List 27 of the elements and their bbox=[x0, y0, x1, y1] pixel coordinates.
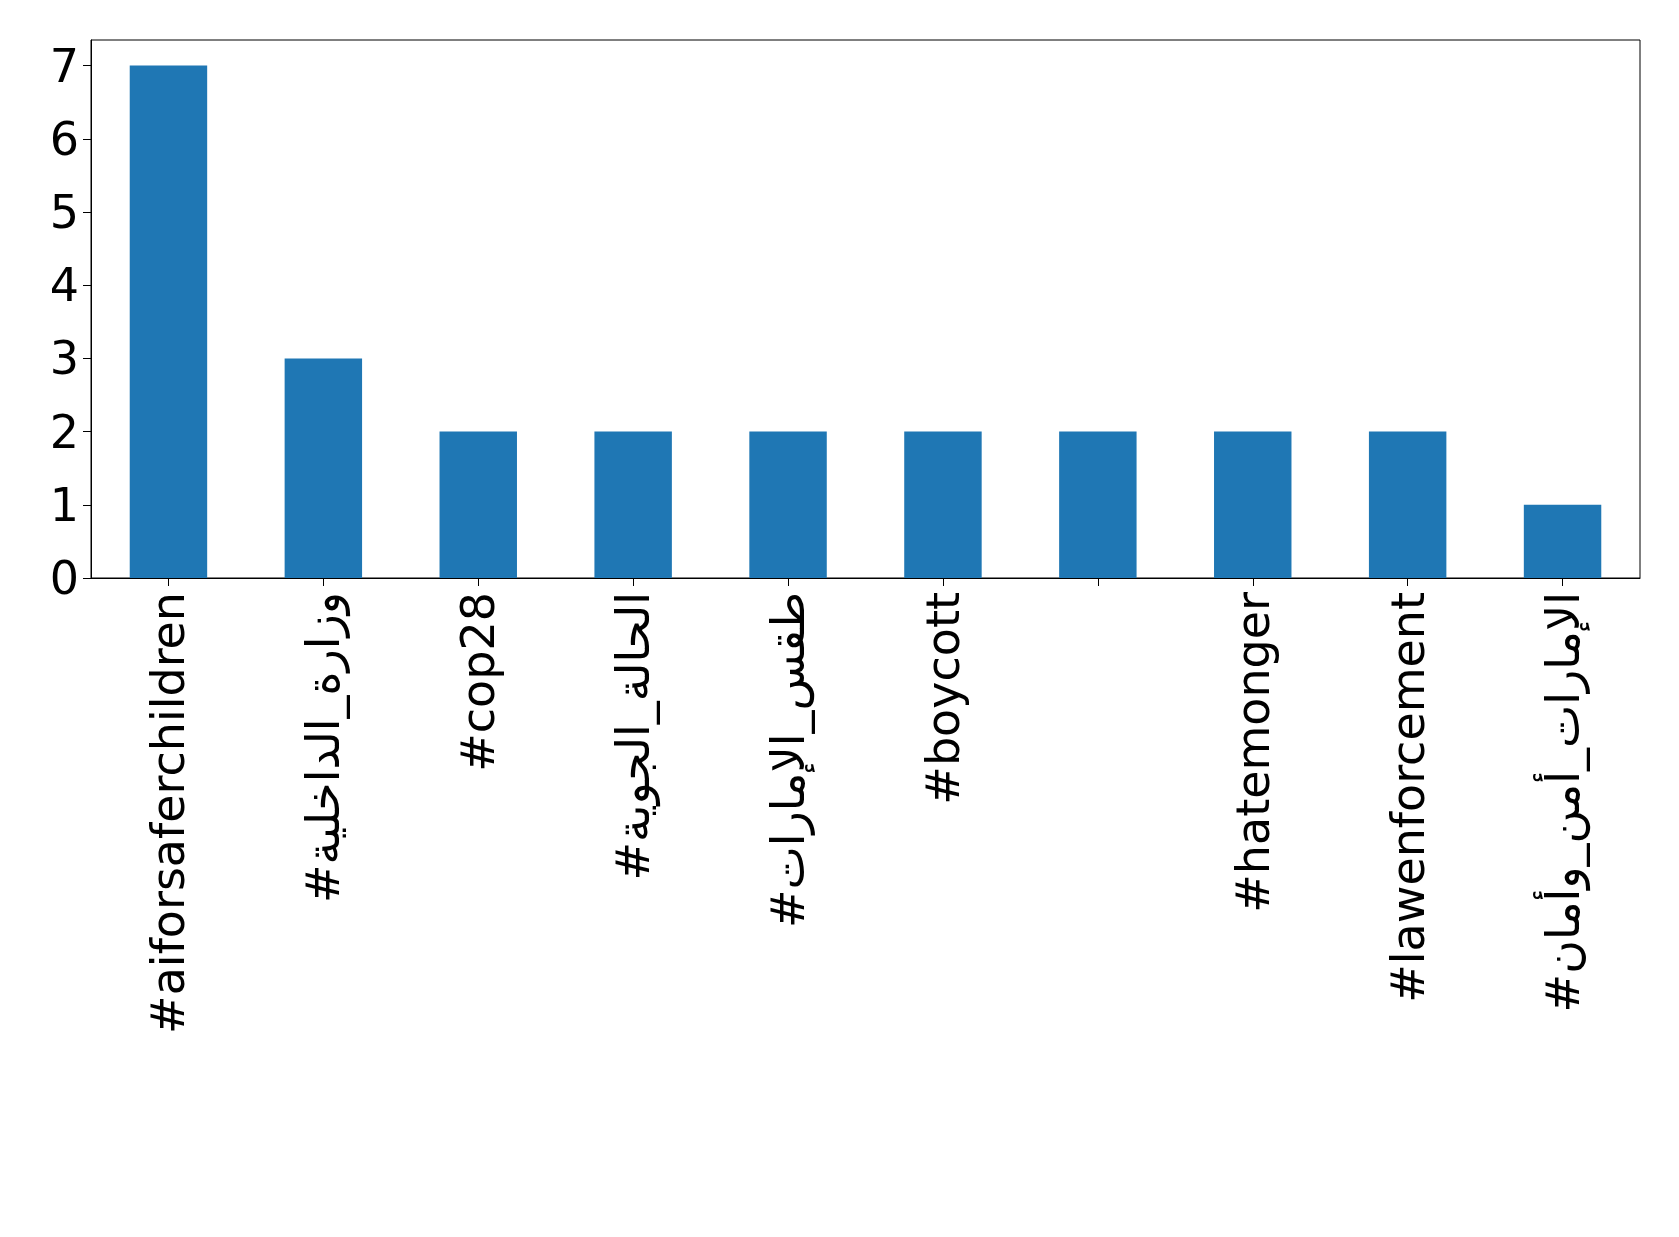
bar bbox=[1368, 431, 1447, 578]
x-tick-label: #الحالة_الجوية bbox=[606, 592, 662, 881]
y-tick-label: 0 bbox=[49, 551, 79, 605]
x-tick-label: #boycott bbox=[915, 592, 970, 805]
bar bbox=[1214, 431, 1292, 578]
y-tick-label: 2 bbox=[49, 404, 79, 459]
bar bbox=[594, 431, 672, 578]
y-tick-label: 4 bbox=[49, 258, 79, 313]
x-tick-label: #cop28 bbox=[451, 592, 506, 772]
x-tick-label: #aiforsaferchildren bbox=[141, 592, 196, 1034]
x-tick-label: #طقس_الإمارات bbox=[761, 592, 816, 929]
x-tick-label: #lawenforcement bbox=[1380, 592, 1435, 1003]
y-tick-label: 1 bbox=[49, 477, 79, 532]
x-tick-label: #وزارة_الداخلية bbox=[296, 592, 352, 903]
y-tick-label: 7 bbox=[49, 38, 79, 93]
bar bbox=[1059, 431, 1137, 578]
bar bbox=[1523, 504, 1602, 578]
y-tick-label: 3 bbox=[49, 331, 79, 386]
x-tick-label: #hatemonger bbox=[1225, 591, 1280, 913]
bar bbox=[129, 65, 208, 578]
x-tick-label: #الإمارات_أمن_وأمان bbox=[1532, 592, 1591, 1013]
bar bbox=[439, 431, 517, 578]
bar bbox=[749, 431, 827, 578]
bar bbox=[284, 358, 363, 578]
y-tick-label: 5 bbox=[49, 185, 79, 240]
y-tick-label: 6 bbox=[49, 111, 79, 166]
bar bbox=[904, 431, 982, 578]
